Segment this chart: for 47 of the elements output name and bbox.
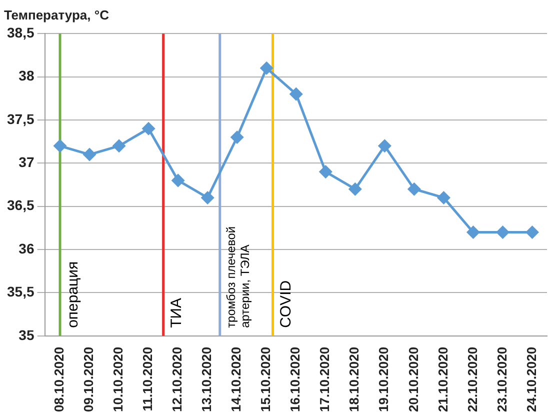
point: [526, 226, 538, 239]
x-tick-label: 10.10.2020: [110, 346, 126, 412]
y-tick-label: 35: [18, 326, 34, 343]
x-tick-label: 12.10.2020: [170, 346, 185, 412]
y-tick-label: 35,5: [7, 284, 34, 300]
x-tick-label: 20.10.2020: [406, 346, 421, 412]
point: [319, 166, 332, 178]
x-tick-label: 22.10.2020: [464, 346, 480, 412]
x-tick-label: 23.10.2020: [494, 346, 510, 412]
point: [172, 174, 184, 187]
x-tick-label: 18.10.2020: [346, 346, 362, 412]
point: [466, 226, 480, 239]
x-tick-label: 14.10.2020: [228, 346, 244, 412]
x-tick-label: 21.10.2020: [435, 346, 450, 412]
x-tick-label: 08.10.2020: [52, 346, 67, 412]
y-tick-label: 37: [18, 154, 34, 170]
y-tick-label: 38: [18, 68, 34, 84]
y-axis-title: Температура, °C: [4, 7, 110, 22]
point: [496, 226, 509, 239]
ref-line-label: тромбоз плечевой артерии, ТЭЛА: [224, 226, 252, 328]
point: [408, 182, 420, 196]
ref-line-label: COVID: [277, 280, 294, 328]
x-tick-label: 13.10.2020: [199, 346, 214, 412]
x-tick-label: 15.10.2020: [258, 346, 274, 412]
point: [54, 140, 66, 152]
point: [83, 148, 96, 161]
point: [348, 182, 362, 196]
point: [260, 62, 273, 74]
x-tick-label: 17.10.2020: [317, 346, 332, 412]
x-tick-label: 11.10.2020: [140, 346, 156, 412]
y-tick-label: 37,5: [7, 110, 34, 127]
ref-line-label: ТИА: [168, 298, 185, 328]
x-tick-label: 16.10.2020: [288, 346, 303, 412]
point: [378, 140, 391, 152]
point: [142, 122, 155, 135]
ref-line-label: операция: [64, 261, 82, 328]
y-tick-label: 36: [18, 240, 34, 256]
x-tick-label: 19.10.2020: [376, 346, 392, 412]
point: [290, 88, 302, 100]
point: [112, 140, 126, 152]
point: [230, 131, 244, 144]
y-tick-label: 36,5: [7, 197, 34, 214]
x-tick-label: 24.10.2020: [524, 346, 539, 412]
x-tick-label: 09.10.2020: [81, 346, 96, 412]
point: [201, 191, 214, 204]
y-tick-label: 38,5: [7, 24, 34, 40]
point: [437, 191, 450, 204]
